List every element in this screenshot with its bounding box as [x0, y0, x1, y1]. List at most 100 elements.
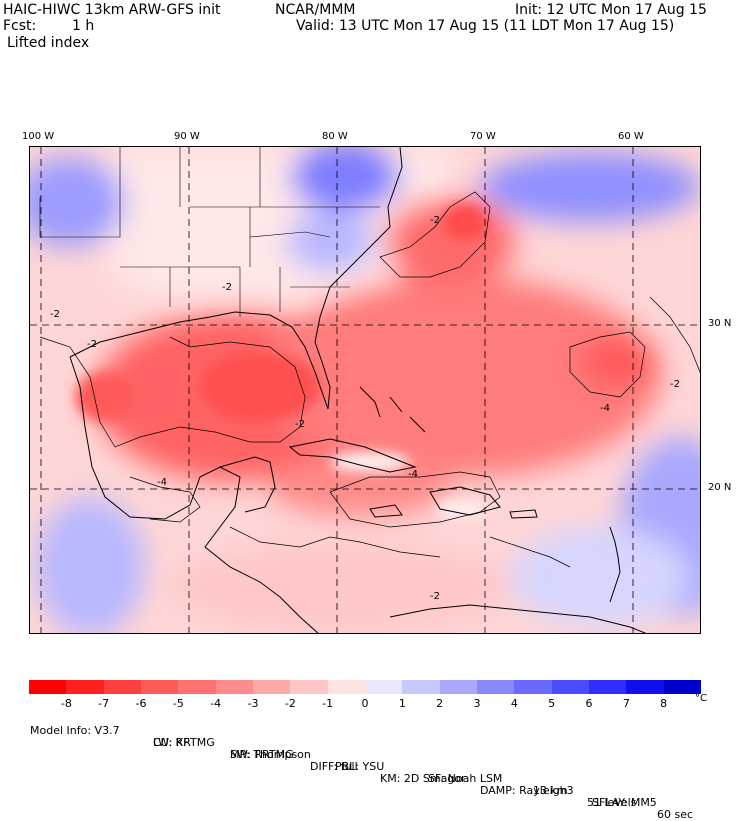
legend-tick-label: 8	[660, 697, 668, 710]
init-time: Init: 12 UTC Mon 17 Aug 15	[515, 2, 707, 18]
legend-tick-label: -8	[60, 697, 72, 710]
legend-tick-label: 1	[398, 697, 406, 710]
field-red-core-atlantic	[443, 204, 487, 240]
field-blue-midatlantic	[290, 147, 400, 212]
contour-line	[129, 476, 201, 523]
legend-tick-label: -4	[210, 697, 222, 710]
legend-tick-label: 0	[361, 697, 369, 710]
field-red-atlantic	[260, 277, 660, 477]
forecast-label: Fcst:	[3, 18, 37, 34]
field-blue-northwest	[30, 157, 125, 247]
field-blue-northeast	[480, 152, 700, 222]
coastline-puerto-rico	[509, 509, 538, 519]
info-km: KM: 2D Smagor	[380, 772, 466, 785]
contour-line	[39, 336, 306, 448]
forecast-hour: 1 h	[72, 18, 95, 34]
state-boundaries	[39, 147, 380, 317]
contour-line	[229, 526, 441, 558]
field-blue-southeast	[510, 527, 690, 627]
legend-swatch	[626, 680, 665, 694]
legend-tick-label: 6	[585, 697, 593, 710]
contour-label: -2	[222, 282, 232, 293]
coastline-bahamas	[359, 386, 426, 433]
legend-tick-label: -7	[98, 697, 110, 710]
lifted-index-map: -2 -2 -2 -2 -4 -4 -4 -2 -2 -2	[29, 146, 701, 634]
legend-tick-label: -5	[172, 697, 184, 710]
contour-label: -2	[430, 591, 440, 602]
field-white-cuba	[330, 452, 410, 472]
coastline-yucatan	[219, 456, 276, 513]
legend-swatch	[178, 680, 217, 694]
legend-swatch	[663, 680, 702, 694]
legend-swatch	[253, 680, 291, 694]
legend-swatch	[551, 680, 590, 694]
legend-tick-label: 3	[473, 697, 481, 710]
contour-line	[569, 331, 646, 398]
info-version: Model Info: V3.7	[30, 724, 120, 737]
lat-label-30n: 30 N	[708, 318, 732, 329]
field-name: Lifted index	[7, 35, 90, 51]
valid-time: Valid: 13 UTC Mon 17 Aug 15 (11 LDT Mon …	[296, 18, 675, 34]
legend-swatch	[402, 680, 441, 694]
legend-tick-label: -1	[322, 697, 334, 710]
contour-line	[329, 471, 501, 528]
legend-tick-label: -3	[247, 697, 259, 710]
legend-swatch	[29, 680, 67, 694]
contour-label: -2	[50, 309, 60, 320]
coastline-lesser-antilles	[609, 526, 621, 603]
legend-swatch	[141, 680, 179, 694]
field-red-caribbean	[270, 457, 450, 517]
contour-label: -4	[600, 403, 610, 414]
coastline-cuba	[288, 438, 417, 473]
legend-swatch	[365, 680, 403, 694]
coastline-us-gulf	[69, 147, 403, 410]
model-info-line2: LW: RRTMG SW: RRTMG DIFF: full KM: 2D Sm…	[30, 725, 657, 809]
contour-line	[649, 296, 700, 373]
color-legend	[29, 680, 702, 694]
legend-tick-label: 2	[436, 697, 444, 710]
field-blue-southeast-us	[285, 212, 375, 272]
contour-line	[489, 536, 571, 568]
contour-label: -2	[430, 215, 440, 226]
lon-label-60w: 60 W	[618, 131, 644, 142]
lon-label-80w: 80 W	[322, 131, 348, 142]
legend-swatch	[327, 680, 366, 694]
legend-swatch	[215, 680, 254, 694]
info-timestep: 60 sec	[657, 808, 694, 821]
lat-label-20n: 20 N	[708, 482, 732, 493]
info-longwave: LW: RRTMG	[153, 736, 215, 749]
coastline-hispaniola	[429, 486, 501, 516]
legend-tick-label: -6	[135, 697, 147, 710]
lon-label-70w: 70 W	[470, 131, 496, 142]
legend-swatch	[103, 680, 142, 694]
contour-line	[379, 191, 491, 278]
field-red-core-texas	[75, 372, 135, 422]
info-shortwave: SW: RRTMG	[230, 748, 294, 761]
legend-unit: °C	[695, 693, 707, 704]
field-white-hispaniola	[435, 501, 485, 517]
contour-label: -4	[157, 477, 167, 488]
info-diffusion: DIFF: full	[310, 760, 358, 773]
legend-tick-label: 5	[548, 697, 556, 710]
legend-swatch	[290, 680, 329, 694]
field-blue-mexico	[35, 497, 145, 633]
info-sflay: SFLAY: MM5	[592, 796, 657, 809]
legend-swatch	[477, 680, 515, 694]
field-red-east	[580, 337, 660, 387]
model-title: HAIC-HIWC 13km ARW-GFS init	[3, 2, 221, 18]
legend-swatch	[589, 680, 627, 694]
legend-tick-label: -2	[284, 697, 296, 710]
lon-label-90w: 90 W	[174, 131, 200, 142]
lon-label-100w: 100 W	[22, 131, 55, 142]
field-pink-south	[170, 542, 510, 632]
legend-swatch	[66, 680, 105, 694]
field-red-core-gulf	[200, 352, 320, 422]
legend-tick-label: 4	[510, 697, 518, 710]
legend-swatch	[439, 680, 478, 694]
contour-label: -2	[87, 339, 97, 350]
info-damping: DAMP: Rayleigh3	[480, 784, 574, 797]
coastline-south-america	[389, 604, 647, 633]
contour-label: -4	[408, 469, 418, 480]
contour-label: -2	[295, 419, 305, 430]
legend-swatch	[514, 680, 553, 694]
